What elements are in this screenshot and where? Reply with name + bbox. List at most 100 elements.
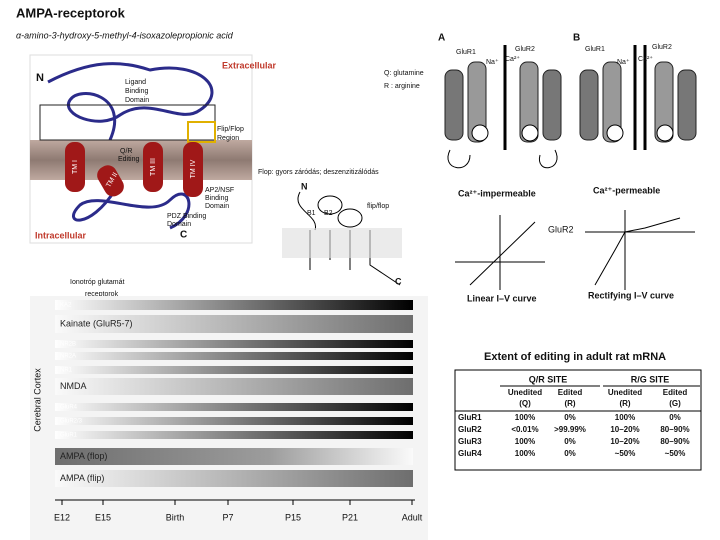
subunit-schematic: N C flip/flop B1 B2 bbox=[282, 181, 402, 286]
column-header: Edited bbox=[558, 388, 583, 397]
label: Q/R bbox=[120, 148, 132, 155]
group-header: Q/R SITE bbox=[529, 374, 568, 384]
label: Region bbox=[217, 135, 239, 142]
expression-band bbox=[55, 403, 413, 411]
table-cell: GluR4 bbox=[458, 449, 482, 458]
label: Na⁺ bbox=[617, 58, 630, 66]
helix bbox=[143, 142, 163, 192]
label: Binding bbox=[125, 88, 148, 95]
table-cell: 10–20% bbox=[610, 425, 639, 434]
table-cell: ~50% bbox=[665, 449, 686, 458]
label: TM IV bbox=[190, 159, 197, 178]
label: PDZ Binding bbox=[167, 213, 206, 220]
label: Extracellular bbox=[222, 60, 277, 70]
title: AMPA-receptorok bbox=[16, 5, 126, 20]
table-cell: 10–20% bbox=[610, 437, 639, 446]
label: Ca²⁺-impermeable bbox=[458, 188, 536, 198]
expression-band bbox=[55, 431, 413, 439]
table-frame bbox=[454, 369, 702, 471]
label: GluR2 bbox=[652, 44, 672, 51]
label: Flip/Flop bbox=[217, 126, 244, 133]
label: Ca²⁺ bbox=[638, 55, 653, 63]
label: B1 bbox=[307, 210, 316, 217]
label: GluR2 bbox=[515, 46, 535, 53]
membrane bbox=[30, 140, 252, 180]
helix bbox=[65, 142, 85, 192]
column-header: (R) bbox=[619, 399, 630, 408]
topology-figure: Extracellular Intracellular N C Ligand B… bbox=[29, 54, 277, 244]
table-cell: 100% bbox=[515, 437, 535, 446]
label: AP2/NSF bbox=[205, 187, 234, 194]
label: Editing bbox=[118, 156, 140, 163]
x-label: Adult bbox=[402, 512, 423, 522]
row-label: NR2A bbox=[60, 354, 76, 360]
chain bbox=[47, 62, 214, 141]
expression-band bbox=[55, 470, 413, 487]
annotation: Ionotróp glutamát bbox=[70, 279, 125, 286]
row-label: NMDA bbox=[60, 381, 87, 391]
table-cell: 80–90% bbox=[660, 437, 689, 446]
label: Domain bbox=[167, 221, 191, 228]
row-label: AMPA (flop) bbox=[60, 451, 107, 461]
expression-band bbox=[55, 340, 413, 348]
x-label: P21 bbox=[342, 512, 358, 522]
row-label: Kainate (GluR5-7) bbox=[60, 318, 133, 328]
annotation: R : arginine bbox=[384, 83, 420, 90]
table-cell: GluR3 bbox=[458, 437, 482, 446]
label: Ca²⁺ bbox=[505, 55, 520, 63]
table-cell: 0% bbox=[564, 449, 576, 458]
expression-band bbox=[55, 378, 413, 395]
column-header: Edited bbox=[663, 388, 688, 397]
helix bbox=[183, 142, 203, 197]
row-label: GluR1 bbox=[60, 433, 78, 439]
table-cell: 100% bbox=[515, 449, 535, 458]
column-header: (Q) bbox=[519, 399, 531, 408]
label: Ca²⁺-permeable bbox=[593, 185, 660, 195]
flip-flop-box bbox=[187, 121, 216, 143]
row-label: NR2B bbox=[60, 342, 76, 348]
table-cell: 0% bbox=[564, 413, 576, 422]
expression-band bbox=[55, 352, 413, 360]
annotation: Q: glutamine bbox=[384, 70, 424, 77]
expression-figure: Cerebral Cortex KA2 Kainate (GluR5-7) NR2B… bbox=[30, 296, 428, 540]
group-header: R/G SITE bbox=[631, 374, 670, 384]
expression-band bbox=[55, 300, 413, 310]
iv-curves: Linear I–V curve Rectifying I–V curve bbox=[455, 210, 695, 303]
table-cell: <0.01% bbox=[511, 425, 538, 434]
expression-band bbox=[55, 448, 413, 465]
chain bbox=[72, 189, 191, 230]
label: Domain bbox=[125, 97, 149, 104]
annotation: receptorok bbox=[85, 291, 119, 298]
x-label: Birth bbox=[166, 512, 185, 522]
label: N bbox=[301, 181, 308, 191]
column-header: (G) bbox=[669, 399, 681, 408]
label: Ligand bbox=[125, 79, 146, 86]
label: Intracellular bbox=[35, 230, 87, 240]
column-header: Unedited bbox=[508, 388, 542, 397]
annotation: GluR2 bbox=[548, 224, 574, 234]
label: Binding bbox=[205, 195, 228, 202]
editing-table: Extent of editing in adult rat mRNA Q/R … bbox=[454, 351, 702, 471]
x-label: P7 bbox=[222, 512, 233, 522]
label: Rectifying I–V curve bbox=[588, 290, 674, 300]
label: Na⁺ bbox=[486, 58, 499, 66]
table-cell: ~50% bbox=[615, 449, 636, 458]
label: C bbox=[395, 276, 402, 286]
axis-label: Cerebral Cortex bbox=[32, 368, 42, 432]
label: N bbox=[36, 72, 44, 84]
row-label: KA2 bbox=[60, 303, 72, 309]
label: Linear I–V curve bbox=[467, 293, 537, 303]
label: GluR1 bbox=[456, 49, 476, 56]
expression-band bbox=[55, 417, 413, 425]
subtitle: α-amino-3-hydroxy-5-methyl-4-isoxazolepr… bbox=[16, 30, 234, 40]
table-cell: 100% bbox=[615, 413, 635, 422]
expression-band bbox=[55, 315, 413, 333]
x-label: E15 bbox=[95, 512, 111, 522]
row-label: AMPA (flip) bbox=[60, 473, 104, 483]
x-label: P15 bbox=[285, 512, 301, 522]
table-cell: 80–90% bbox=[660, 425, 689, 434]
column-header: Unedited bbox=[608, 388, 642, 397]
label: Domain bbox=[205, 203, 229, 210]
channel-figure: A B GluR1 GluR2 GluR1 GluR2 Na⁺ Ca²⁺ Na⁺… bbox=[438, 33, 697, 198]
table-cell: 100% bbox=[515, 413, 535, 422]
